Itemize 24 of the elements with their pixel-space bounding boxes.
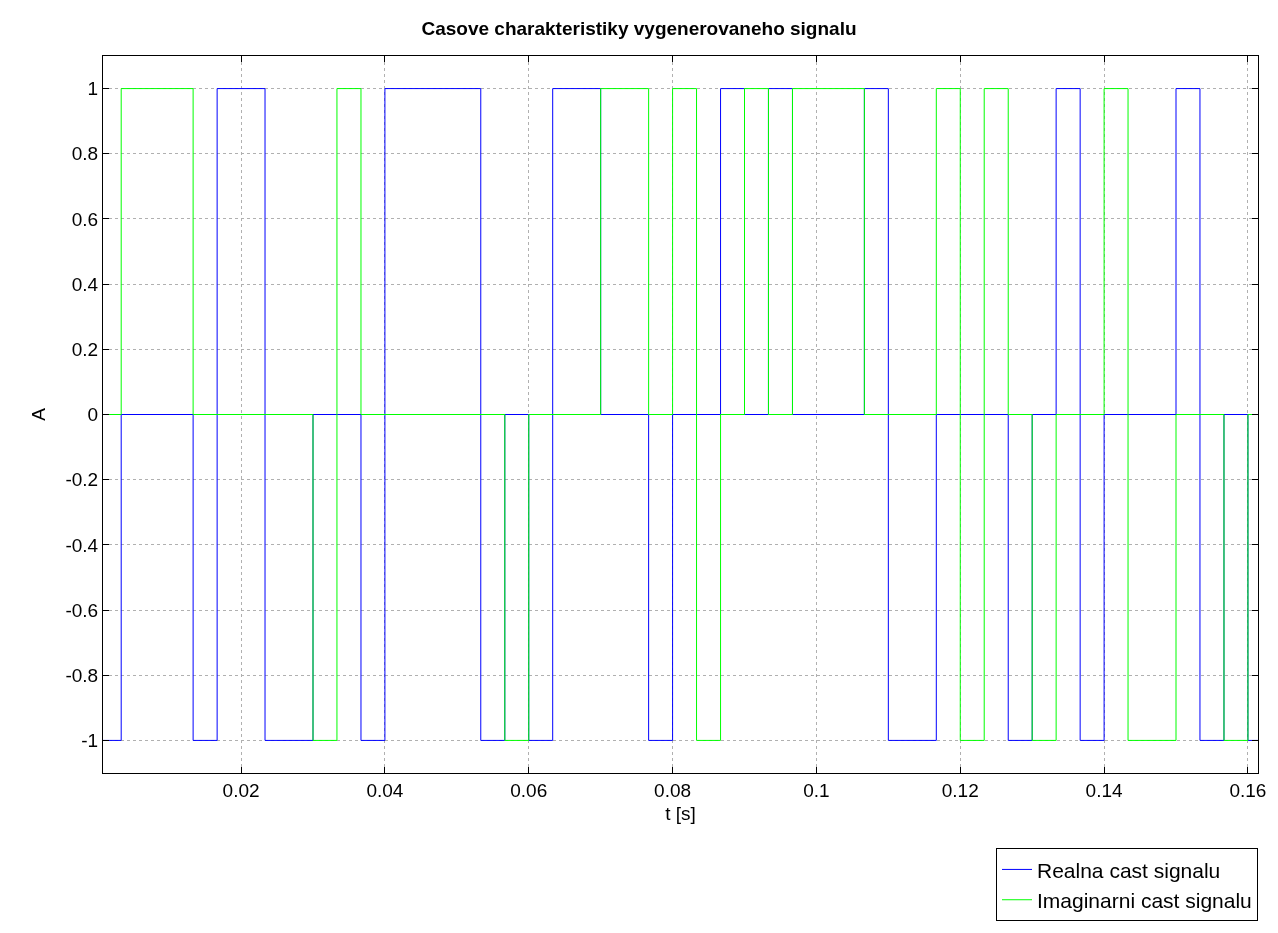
y-tick-label: -0.8 — [65, 664, 99, 686]
y-tick-label: 0.4 — [71, 273, 99, 295]
x-tick-label: 0.04 — [366, 779, 404, 801]
y-tick-label: -0.6 — [65, 599, 99, 621]
x-tick-label: 0.1 — [803, 779, 830, 801]
x-tick-label: 0.14 — [1085, 779, 1124, 801]
y-tick-label: 1 — [87, 78, 99, 100]
x-tick-label: 0.02 — [222, 779, 260, 801]
y-tick-label: 0.6 — [71, 208, 99, 230]
y-tick-label: 0.2 — [71, 338, 99, 360]
y-tick-label: 0.8 — [71, 143, 99, 165]
y-tick-label: -0.2 — [65, 469, 99, 491]
y-tick-label: -1 — [81, 730, 99, 752]
legend-label: Imaginarni cast signalu — [1037, 888, 1252, 912]
x-tick-label: 0.12 — [941, 779, 979, 801]
y-tick-label: -0.4 — [65, 534, 99, 556]
legend-label: Realna cast signalu — [1037, 858, 1221, 882]
x-tick-label: 0.06 — [510, 779, 548, 801]
y-tick-label: 0 — [87, 404, 99, 426]
x-tick-label: 0.16 — [1229, 779, 1267, 801]
y-axis-title: A — [28, 407, 50, 421]
x-tick-label: 0.08 — [654, 779, 692, 801]
x-axis-title: t [s] — [665, 802, 696, 824]
chart-title: Casove charakteristiky vygenerovaneho signalu — [421, 17, 857, 39]
